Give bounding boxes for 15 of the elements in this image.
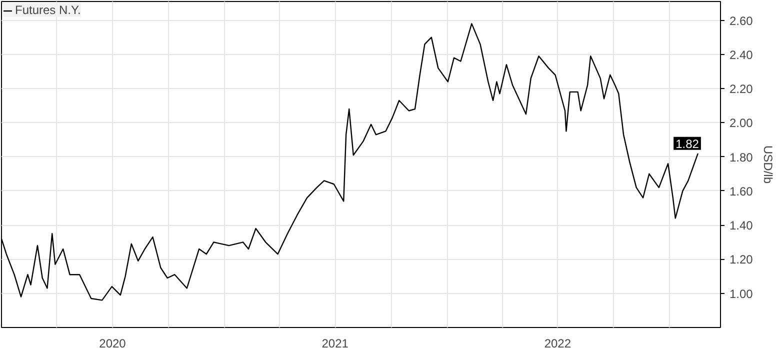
y-tick-label: 2.40 [730,48,754,62]
x-tick-label: 2020 [99,336,126,350]
y-tick-label: 1.00 [730,286,754,301]
y-axis-title: USD/lb [760,145,775,184]
y-tick-label: 1.60 [730,184,754,198]
x-tick-label: 2022 [544,336,572,350]
y-tick-label: 1.80 [730,150,754,164]
y-tick-label: 1.40 [730,218,754,233]
y-tick-label: 1.20 [730,252,754,267]
annotation: 1.82 [676,136,700,151]
y-tick-label: 2.20 [730,82,754,96]
y-tick-label: 2.60 [730,14,754,28]
y-tick-label: 2.00 [730,116,754,130]
x-tick-label: 2021 [322,336,349,350]
legend-label: Futures N.Y. [15,3,81,17]
